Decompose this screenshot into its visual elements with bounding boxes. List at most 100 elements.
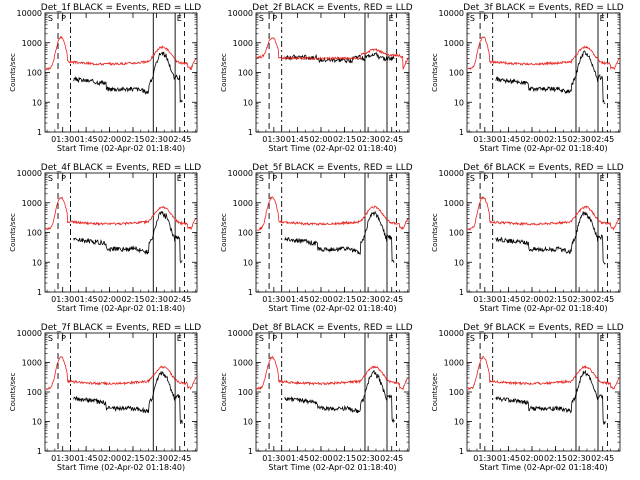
y-axis-label: Counts/sec	[431, 53, 439, 92]
series-lld-line	[467, 36, 620, 71]
x-tick-label: 02:30	[568, 295, 591, 304]
y-tick-label: 1	[248, 128, 253, 137]
x-axis-label: Start Time (02-Apr-02 01:18:40)	[268, 304, 396, 313]
y-tick-label: 1	[248, 288, 253, 297]
y-tick-label: 10000	[228, 329, 253, 338]
y-axis-label: Counts/sec	[431, 373, 439, 412]
marker-label-p: P	[61, 174, 66, 183]
x-tick-label: 02:30	[568, 135, 591, 144]
x-tick-label: 02:45	[168, 454, 191, 463]
x-axis-label: Start Time (02-Apr-02 01:18:40)	[57, 463, 185, 472]
x-tick-label: 02:15	[544, 295, 567, 304]
y-tick-label: 100	[27, 388, 42, 397]
series-events-line	[73, 371, 183, 424]
y-tick-label: 10	[32, 258, 42, 267]
y-tick-label: 1	[37, 288, 42, 297]
y-tick-label: 1000	[22, 39, 42, 48]
x-tick-label: 02:30	[145, 135, 168, 144]
y-axis-label: Counts/sec	[220, 373, 228, 412]
chart-panel-8: Det_8f BLACK = Events, RED = LLD 1 10 100 10…	[220, 323, 413, 472]
x-tick-label: 02:15	[544, 135, 567, 144]
y-tick-label: 1000	[22, 359, 42, 368]
x-tick-label: 02:45	[591, 454, 614, 463]
x-tick-label: 02:45	[591, 135, 614, 144]
x-tick-label: 01:45	[286, 295, 309, 304]
marker-label-p: P	[272, 334, 277, 343]
series-events-line	[495, 50, 606, 105]
y-tick-label: 10	[243, 418, 253, 427]
y-tick-label: 10	[32, 418, 42, 427]
plot-frame	[44, 12, 198, 133]
chart-panel-1: Det_1f BLACK = Events, RED = LLD 1 10 100 10…	[9, 3, 201, 153]
x-tick-label: 02:30	[145, 295, 168, 304]
y-axis-label: Counts/sec	[220, 53, 228, 92]
series-lld-line	[256, 355, 409, 391]
y-tick-label: 10000	[17, 169, 42, 178]
y-tick-label: 100	[27, 229, 42, 238]
marker-label-s: S	[48, 174, 53, 183]
x-tick-label: 02:00	[309, 135, 332, 144]
series-lld-line	[256, 196, 409, 231]
x-tick-label: 01:30	[473, 454, 496, 463]
series-lld-line	[45, 196, 197, 231]
x-axis-label: Start Time (02-Apr-02 01:18:40)	[479, 144, 607, 153]
chart-panel-3: Det_3f BLACK = Events, RED = LLD 1 10 100 10…	[431, 3, 624, 153]
series-events-line	[284, 210, 395, 264]
x-tick-label: 02:15	[544, 454, 567, 463]
x-tick-label: 01:45	[75, 135, 98, 144]
y-tick-label: 1	[459, 447, 464, 456]
series-lld-line	[45, 35, 197, 71]
marker-label-s: S	[48, 334, 53, 343]
x-axis-label: Start Time (02-Apr-02 01:18:40)	[479, 304, 607, 313]
x-tick-label: 02:30	[357, 135, 380, 144]
marker-label-s: S	[259, 14, 264, 23]
x-tick-label: 01:45	[286, 454, 309, 463]
chart-panel-4: Det_4f BLACK = Events, RED = LLD 1 10 100 10…	[9, 163, 201, 313]
x-tick-label: 01:30	[262, 135, 285, 144]
series-lld-line	[45, 356, 197, 391]
y-axis-label: Counts/sec	[9, 373, 17, 412]
marker-label-s: S	[259, 174, 264, 183]
x-axis-label: Start Time (02-Apr-02 01:18:40)	[57, 304, 185, 313]
x-tick-label: 01:30	[51, 135, 74, 144]
y-tick-label: 100	[449, 69, 464, 78]
marker-label-p: P	[483, 14, 488, 23]
y-tick-label: 10000	[439, 169, 464, 178]
series-lld-line	[467, 355, 620, 391]
plot-frame	[44, 172, 198, 293]
x-tick-label: 01:45	[497, 454, 520, 463]
x-tick-label: 01:45	[75, 454, 98, 463]
x-tick-label: 02:15	[333, 135, 356, 144]
series-events-line	[284, 369, 395, 424]
y-tick-label: 10	[243, 98, 253, 107]
chart-panel-9: Det_9f BLACK = Events, RED = LLD 1 10 100 10…	[431, 323, 624, 472]
series-events-line	[495, 369, 606, 425]
x-tick-label: 02:15	[121, 454, 144, 463]
x-tick-label: 02:30	[357, 454, 380, 463]
chart-title: Det_5f BLACK = Events, RED = LLD	[252, 163, 412, 173]
chart-title: Det_8f BLACK = Events, RED = LLD	[252, 323, 412, 333]
y-tick-label: 100	[27, 69, 42, 78]
x-tick-label: 02:15	[333, 454, 356, 463]
y-tick-label: 10	[454, 258, 464, 267]
series-events-line	[495, 211, 606, 265]
x-tick-label: 02:00	[98, 135, 121, 144]
y-tick-label: 1	[248, 447, 253, 456]
x-axis-label: Start Time (02-Apr-02 01:18:40)	[479, 463, 607, 472]
y-tick-label: 10000	[439, 9, 464, 18]
marker-label-e: E	[600, 174, 605, 183]
series-lld-line	[467, 195, 620, 232]
plot-frame	[466, 12, 621, 133]
marker-label-s: S	[470, 14, 475, 23]
marker-label-e: E	[389, 14, 394, 23]
y-tick-label: 1000	[233, 199, 253, 208]
chart-title: Det_7f BLACK = Events, RED = LLD	[41, 323, 201, 333]
y-tick-label: 1	[459, 128, 464, 137]
y-tick-label: 10	[454, 98, 464, 107]
plot-frame	[466, 172, 621, 293]
chart-title: Det_3f BLACK = Events, RED = LLD	[463, 3, 623, 13]
marker-label-e: E	[177, 334, 182, 343]
series-lld-line	[256, 37, 409, 70]
marker-label-e: E	[177, 174, 182, 183]
x-tick-label: 02:30	[568, 454, 591, 463]
